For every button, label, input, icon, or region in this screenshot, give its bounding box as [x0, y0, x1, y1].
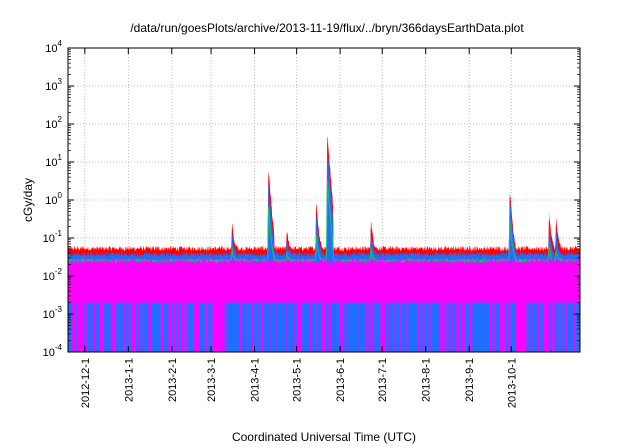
y-tick-label: 10-1	[43, 229, 63, 245]
y-tick-label: 103	[45, 77, 62, 93]
y-tick-label: 10-4	[43, 343, 63, 359]
x-tick-label: 2013-1-1	[123, 358, 135, 402]
series-magenta-top	[68, 257, 580, 265]
y-tick-label: 10-3	[43, 305, 63, 321]
series-magenta-dropouts	[71, 302, 576, 352]
series-magenta-gap	[213, 302, 221, 352]
series-magenta-gap	[515, 302, 526, 352]
x-axis-label: Coordinated Universal Time (UTC)	[232, 430, 416, 444]
y-axis-label: cGy/day	[21, 178, 35, 222]
x-tick-label: 2013-8-1	[421, 358, 433, 402]
y-tick-label: 101	[45, 153, 62, 169]
chart-title: /data/run/goesPlots/archive/2013-11-19/f…	[130, 21, 524, 35]
x-tick-label: 2013-6-1	[335, 358, 347, 402]
y-tick-label: 10-2	[43, 267, 63, 283]
x-tick-label: 2013-2-1	[167, 358, 179, 402]
series-magenta-band	[68, 264, 580, 303]
x-tick-label: 2013-9-1	[464, 358, 476, 402]
x-tick-label: 2013-7-1	[377, 358, 389, 402]
y-tick-label: 104	[45, 39, 62, 55]
x-tick-label: 2013-3-1	[206, 358, 218, 402]
y-tick-label: 102	[45, 115, 62, 131]
series-layer	[67, 136, 581, 352]
ticks: 10-4 10-3 10-2 10-1 100 101 102 103 104 2012-12-1…	[43, 39, 580, 408]
x-tick-label: 2013-4-1	[250, 358, 262, 402]
x-tick-label: 2013-5-1	[292, 358, 304, 402]
x-tick-label: 2012-12-1	[80, 358, 92, 408]
y-tick-label: 100	[45, 191, 62, 207]
x-tick-label: 2013-10-1	[506, 358, 518, 408]
